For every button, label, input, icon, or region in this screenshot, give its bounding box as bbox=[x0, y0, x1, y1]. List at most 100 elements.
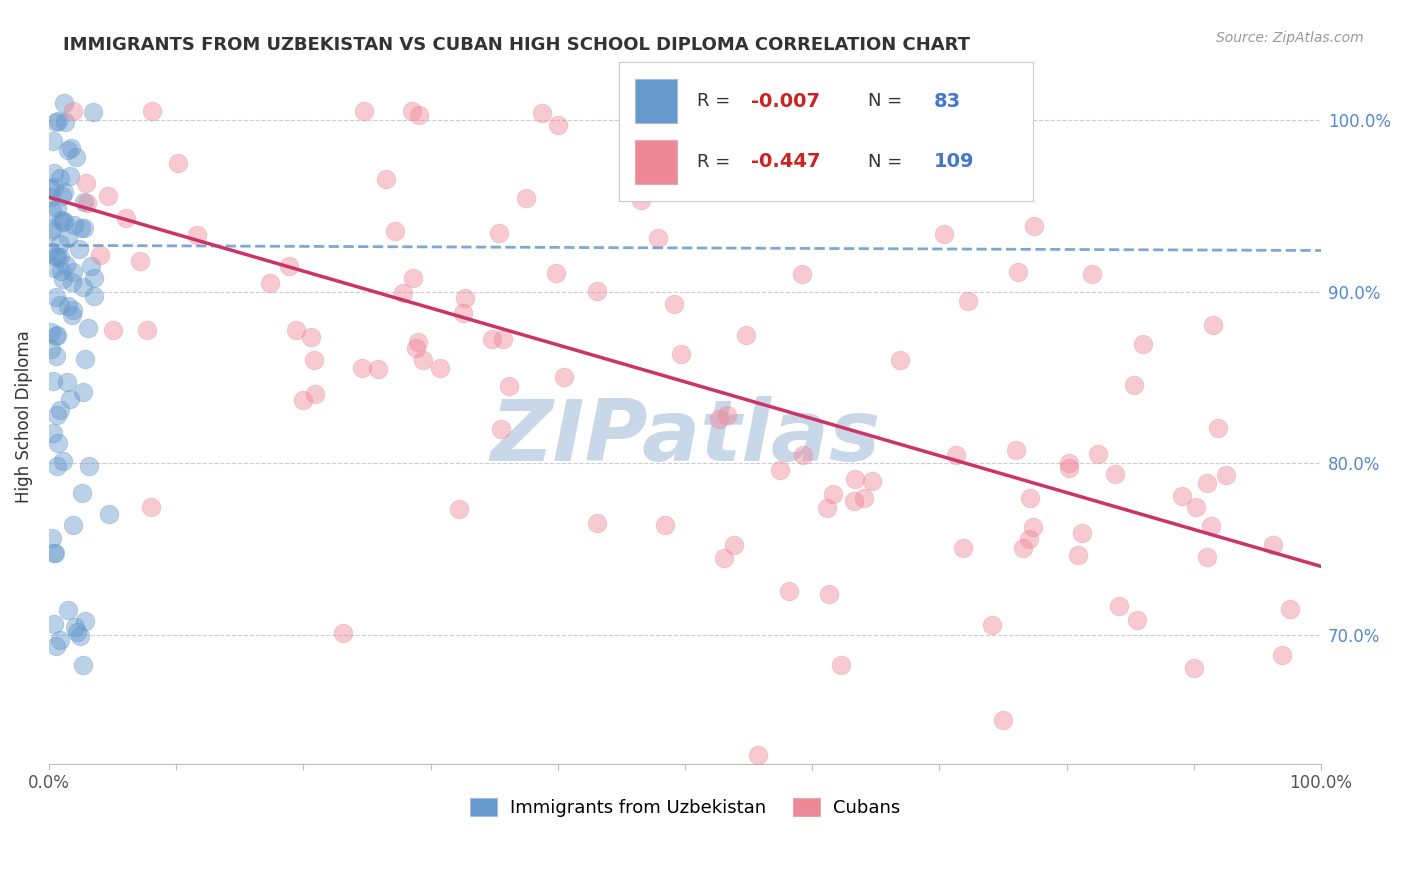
Point bbox=[412, 353, 434, 368]
Point bbox=[49, 633, 72, 648]
Point bbox=[1206, 420, 1229, 434]
Point bbox=[546, 266, 568, 280]
Point bbox=[83, 289, 105, 303]
Point bbox=[141, 500, 163, 515]
Point bbox=[980, 617, 1002, 632]
Point bbox=[952, 541, 974, 555]
Point bbox=[1067, 548, 1090, 562]
Point bbox=[332, 626, 354, 640]
Point bbox=[48, 403, 70, 417]
Point bbox=[63, 218, 86, 232]
Point bbox=[73, 195, 96, 210]
Point bbox=[45, 249, 67, 263]
Point bbox=[709, 412, 731, 426]
Point bbox=[889, 352, 911, 367]
Point bbox=[1022, 219, 1045, 233]
Point bbox=[492, 332, 515, 346]
Point bbox=[405, 341, 427, 355]
Point bbox=[429, 360, 451, 375]
Point bbox=[56, 603, 79, 617]
Point bbox=[55, 376, 77, 390]
Point bbox=[1185, 500, 1208, 515]
Point bbox=[285, 323, 308, 337]
Point bbox=[46, 459, 69, 474]
Point bbox=[669, 347, 692, 361]
Point bbox=[114, 211, 136, 225]
Point bbox=[402, 271, 425, 285]
Point bbox=[401, 104, 423, 119]
Text: R =: R = bbox=[697, 92, 737, 110]
Point bbox=[945, 448, 967, 462]
Point bbox=[41, 203, 63, 218]
Point bbox=[498, 379, 520, 393]
Point bbox=[39, 244, 62, 259]
Point bbox=[75, 177, 97, 191]
Point bbox=[853, 491, 876, 505]
Point bbox=[481, 332, 503, 346]
Point bbox=[62, 517, 84, 532]
Point bbox=[1271, 648, 1294, 663]
Point bbox=[48, 250, 70, 264]
Point bbox=[59, 169, 82, 183]
Point bbox=[489, 422, 512, 436]
Point bbox=[42, 180, 65, 194]
Point bbox=[44, 261, 66, 276]
Point bbox=[1261, 538, 1284, 552]
Point bbox=[553, 370, 575, 384]
Point bbox=[129, 254, 152, 268]
Point bbox=[301, 330, 323, 344]
Point bbox=[1012, 541, 1035, 555]
Point bbox=[375, 172, 398, 186]
Point bbox=[53, 185, 76, 199]
Point bbox=[451, 306, 474, 320]
Point bbox=[65, 150, 87, 164]
Text: 109: 109 bbox=[934, 153, 974, 171]
Point bbox=[56, 230, 79, 244]
Point bbox=[76, 195, 98, 210]
Point bbox=[62, 302, 84, 317]
Text: ZIPatlas: ZIPatlas bbox=[489, 395, 880, 478]
Point bbox=[586, 516, 609, 530]
Point bbox=[1081, 267, 1104, 281]
Point bbox=[83, 271, 105, 285]
Point bbox=[734, 327, 756, 342]
Text: N =: N = bbox=[868, 92, 907, 110]
Point bbox=[45, 289, 67, 303]
Point bbox=[1171, 489, 1194, 503]
Point bbox=[957, 294, 980, 309]
Point bbox=[630, 193, 652, 207]
Point bbox=[45, 250, 67, 264]
Point bbox=[46, 201, 69, 215]
Point bbox=[844, 472, 866, 486]
Point bbox=[70, 221, 93, 235]
Point bbox=[101, 323, 124, 337]
Point bbox=[408, 108, 430, 122]
Point bbox=[69, 629, 91, 643]
Point bbox=[1197, 475, 1219, 490]
Text: -0.447: -0.447 bbox=[751, 153, 821, 171]
Text: Source: ZipAtlas.com: Source: ZipAtlas.com bbox=[1216, 31, 1364, 45]
Point bbox=[45, 114, 67, 128]
Point bbox=[66, 624, 89, 639]
Point bbox=[67, 242, 90, 256]
Point bbox=[815, 500, 838, 515]
Point bbox=[72, 385, 94, 400]
Point bbox=[277, 260, 299, 274]
Point bbox=[723, 538, 745, 552]
Point bbox=[46, 327, 69, 342]
Point bbox=[55, 115, 77, 129]
Point bbox=[792, 448, 814, 462]
Point bbox=[1071, 525, 1094, 540]
Point bbox=[1005, 442, 1028, 457]
Point bbox=[821, 487, 844, 501]
Point bbox=[45, 349, 67, 363]
Point bbox=[52, 214, 75, 228]
Text: IMMIGRANTS FROM UZBEKISTAN VS CUBAN HIGH SCHOOL DIPLOMA CORRELATION CHART: IMMIGRANTS FROM UZBEKISTAN VS CUBAN HIGH… bbox=[63, 36, 970, 54]
FancyBboxPatch shape bbox=[636, 140, 676, 184]
Point bbox=[52, 95, 75, 110]
Point bbox=[515, 191, 537, 205]
Point bbox=[97, 189, 120, 203]
Point bbox=[792, 267, 814, 281]
Point bbox=[80, 259, 103, 273]
Point bbox=[291, 392, 314, 407]
